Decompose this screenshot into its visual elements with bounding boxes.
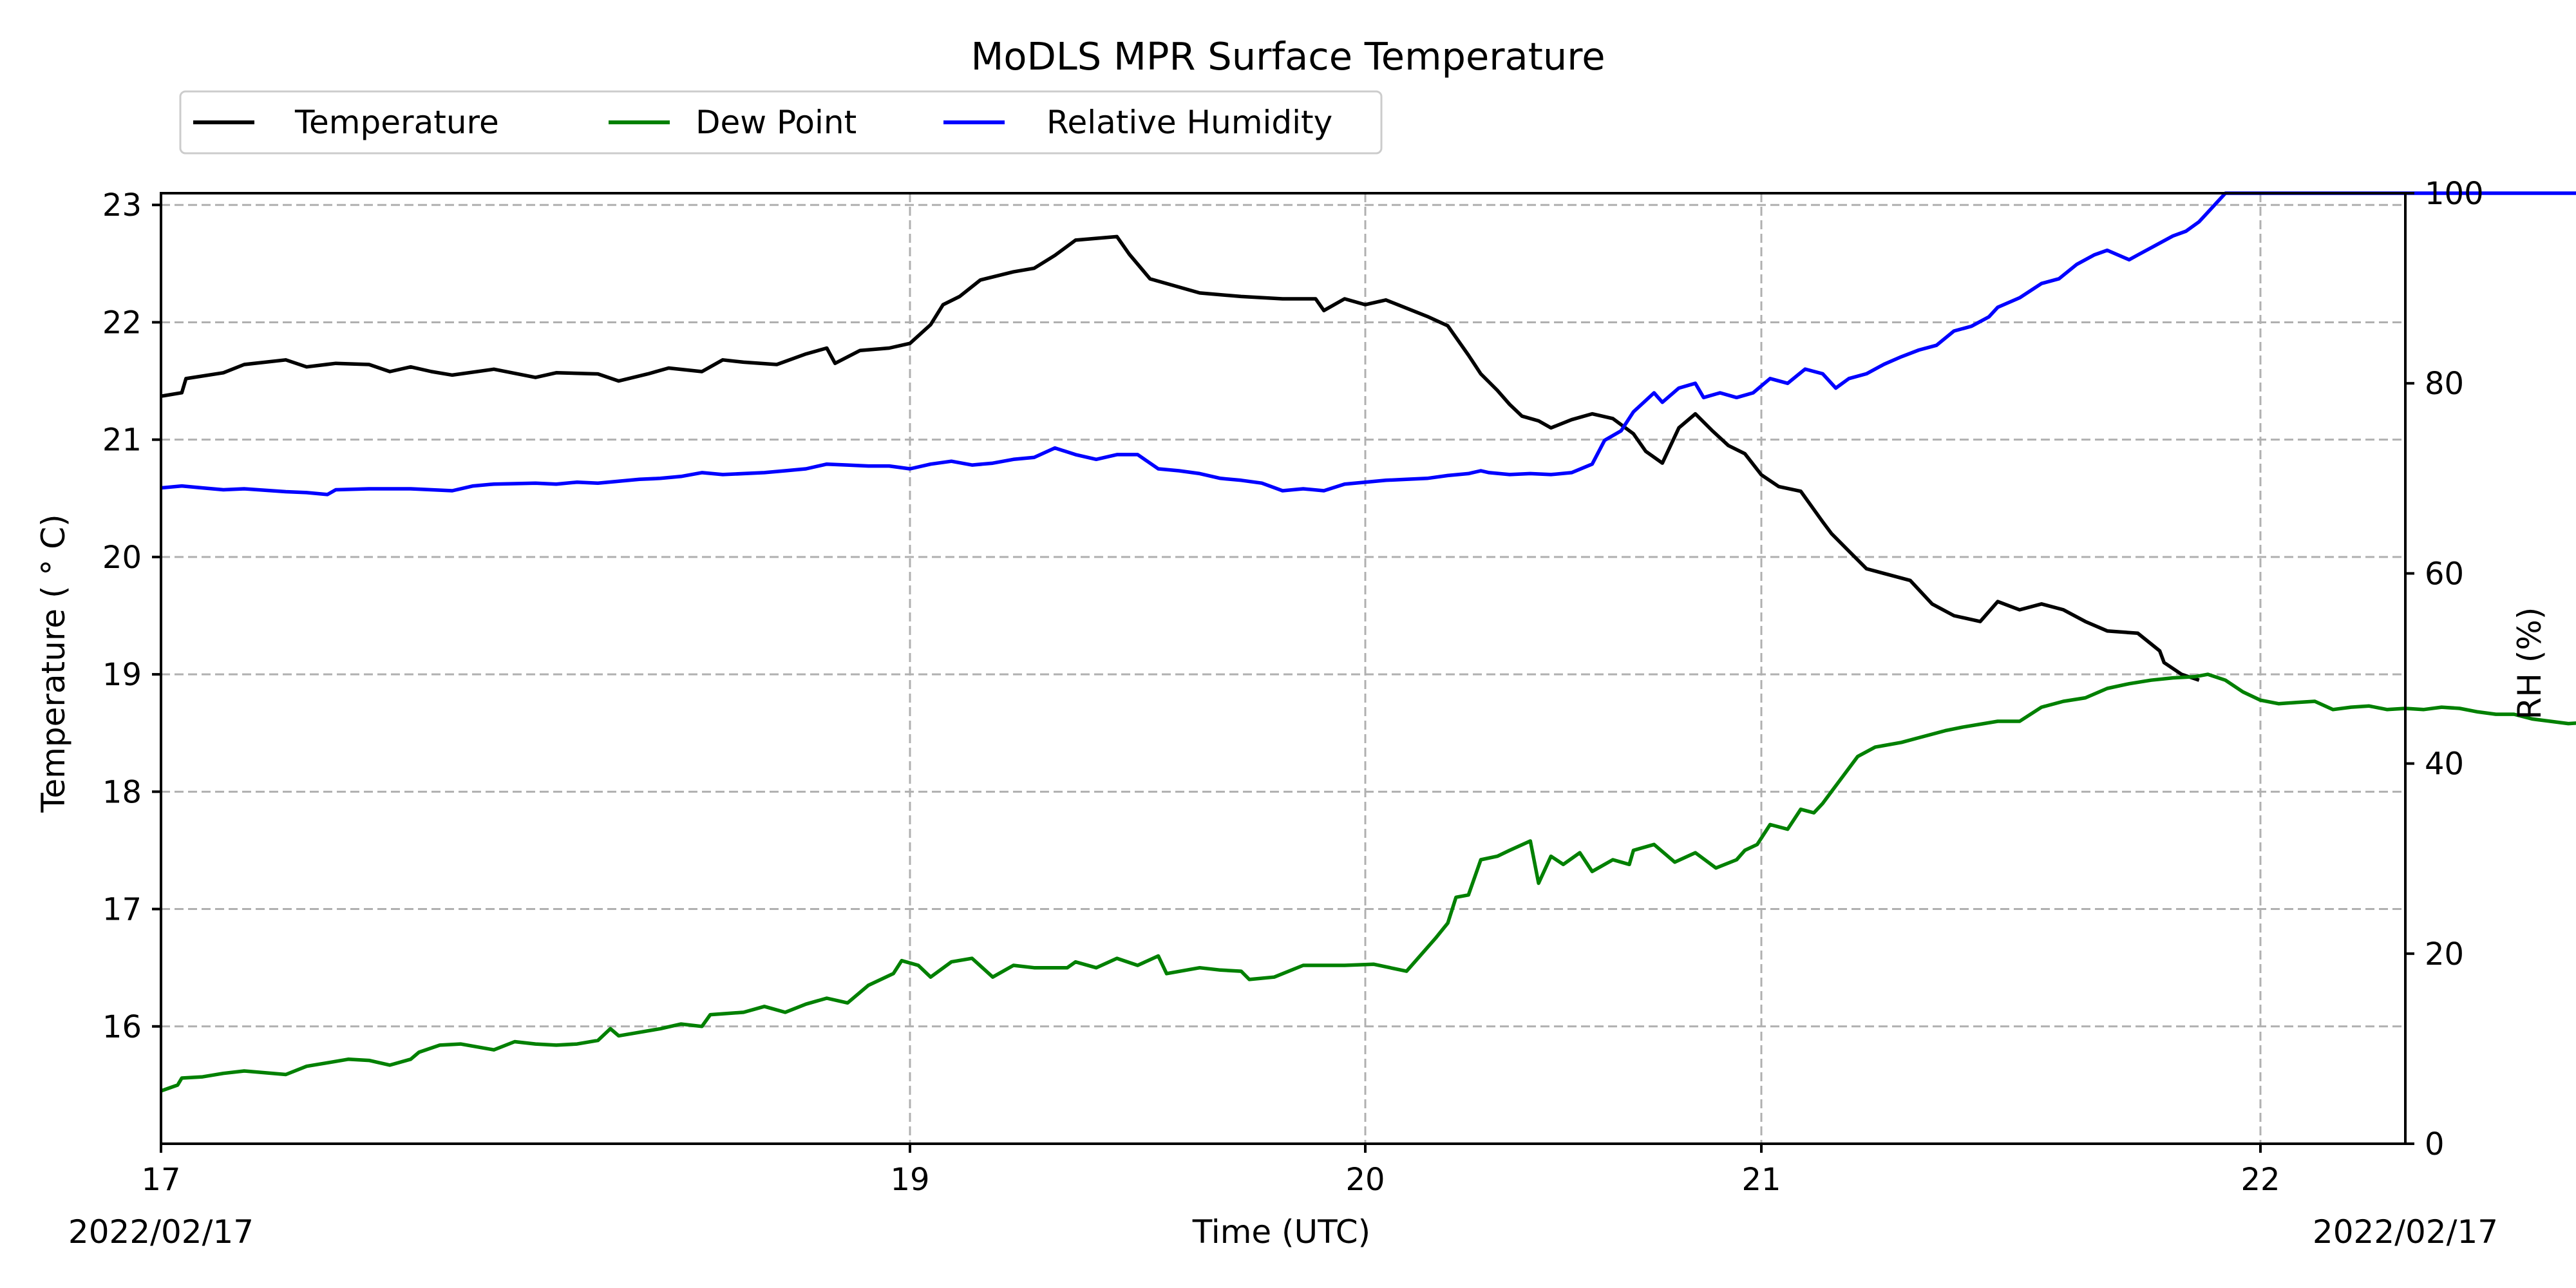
plot-frame (160, 192, 2407, 1145)
grid (160, 193, 2405, 1144)
legend-label-temperature: Temperature (294, 104, 499, 141)
y-tick-label-left: 20 (102, 540, 142, 576)
y-axis-label-right: RH (%) (2511, 607, 2548, 720)
x-tick-label: 17 (141, 1162, 180, 1198)
chart-title: MoDLS MPR Surface Temperature (971, 34, 1605, 79)
x-tick-label: 20 (1345, 1162, 1385, 1198)
date-left-label: 2022/02/17 (68, 1213, 254, 1251)
x-axis-label: Time (UTC) (1192, 1213, 1370, 1251)
y-axis-label-left: Temperature ( ° C) (35, 514, 72, 813)
y-tick-label-left: 22 (102, 305, 142, 341)
series-line-relative-humidity (160, 191, 2576, 497)
y-tick-label-right: 100 (2425, 176, 2484, 212)
legend-label-dew-point: Dew Point (696, 104, 857, 141)
y-tick-label-left: 19 (102, 657, 142, 693)
y-tick-label-left: 16 (102, 1009, 142, 1045)
legend-frame (179, 90, 1383, 155)
y-tick-label-left: 17 (102, 892, 142, 928)
x-tick-label: 22 (2240, 1162, 2280, 1198)
date-right-label: 2022/02/17 (2313, 1213, 2498, 1251)
axes: 17 19 20 21 22 16 17 18 19 20 21 22 23 0 20 40 60 80 100 (102, 176, 2484, 1198)
y-tick-label-left: 18 (102, 774, 142, 810)
y-tick-label-right: 40 (2425, 746, 2464, 782)
y-tick-label-right: 20 (2425, 936, 2464, 972)
y-tick-label-right: 0 (2425, 1126, 2445, 1162)
series-lines (160, 191, 2576, 1093)
series-line-dew-point (160, 672, 2576, 1093)
legend: Temperature Dew Point Relative Humidity (179, 90, 1383, 155)
legend-label-relative-humidity: Relative Humidity (1046, 104, 1332, 141)
y-tick-label-left: 23 (102, 187, 142, 223)
y-tick-label-right: 80 (2425, 366, 2464, 402)
x-tick-label: 19 (890, 1162, 929, 1198)
x-tick-label: 21 (1741, 1162, 1781, 1198)
y-tick-label-right: 60 (2425, 556, 2464, 592)
y-tick-label-left: 21 (102, 422, 142, 459)
series-line-temperature (160, 234, 2200, 682)
